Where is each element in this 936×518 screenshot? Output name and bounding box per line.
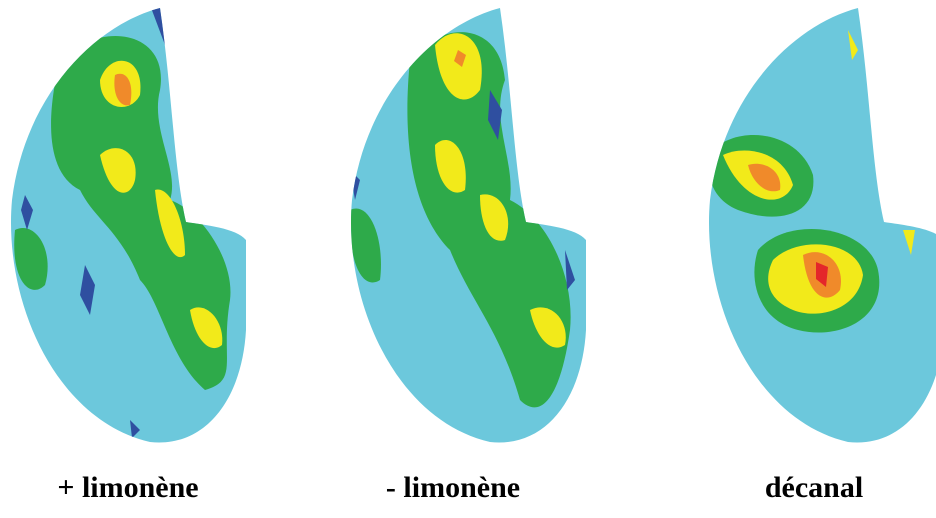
activity-map	[350, 8, 586, 443]
activity-map	[10, 8, 247, 443]
activity-map	[708, 8, 936, 443]
panel-label: - limonène	[386, 471, 520, 504]
panel-label: décanal	[765, 471, 863, 504]
panel-label: + limonène	[57, 471, 198, 504]
